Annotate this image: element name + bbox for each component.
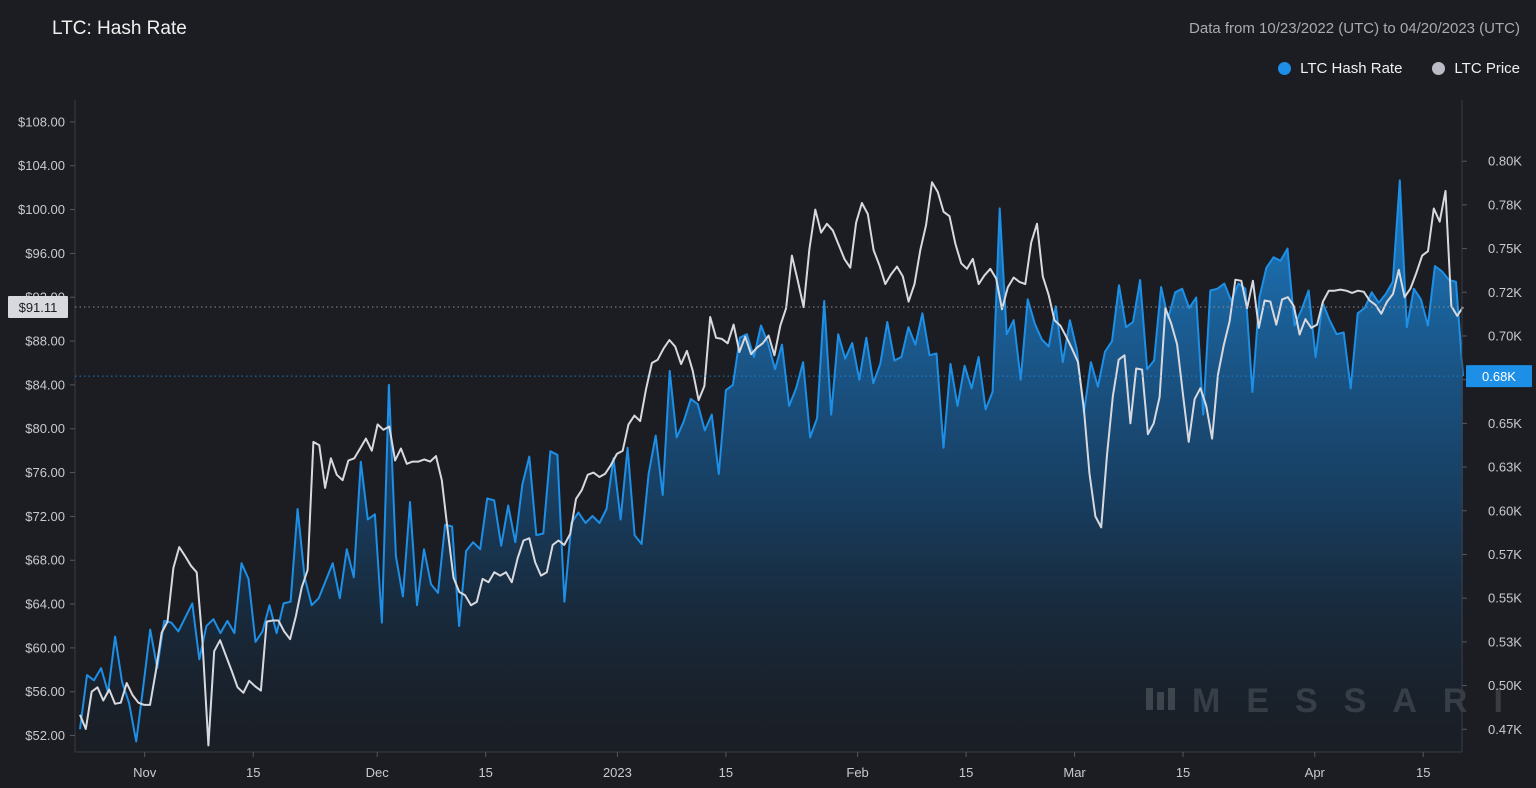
x-tick-label: 15 xyxy=(1416,765,1430,780)
legend-label-price: LTC Price xyxy=(1454,60,1520,77)
watermark-text: MESSARI xyxy=(1192,682,1529,720)
y-left-tick-label: $84.00 xyxy=(25,377,65,392)
price-current-value-badge xyxy=(8,295,68,318)
legend-dot-price-icon xyxy=(1432,62,1446,75)
x-tick-label: Nov xyxy=(133,765,157,780)
x-tick-label: 15 xyxy=(959,765,973,780)
hash-rate-current-value-label: 0.68K xyxy=(1482,369,1516,384)
y-left-tick-label: $64.00 xyxy=(25,597,65,612)
y-left-tick-label: $56.00 xyxy=(25,684,65,699)
y-right-tick-label: 0.65K xyxy=(1488,416,1522,431)
x-tick-label: 15 xyxy=(246,765,260,780)
chart-title: LTC: Hash Rate xyxy=(52,18,187,39)
price-current-value-label: $91.11 xyxy=(19,300,58,315)
y-left-tick-label: $104.00 xyxy=(18,158,65,173)
y-right-tick-label: 0.60K xyxy=(1488,503,1522,518)
y-right-tick-label: 0.63K xyxy=(1488,460,1522,475)
x-tick-label: Apr xyxy=(1305,765,1326,780)
messari-logo-icon xyxy=(1146,688,1175,710)
y-right-tick-label: 0.75K xyxy=(1488,241,1522,256)
x-tick-label: Mar xyxy=(1063,765,1086,780)
x-tick-label: 15 xyxy=(719,765,733,780)
series-lines xyxy=(79,179,1464,747)
y-left-tick-label: $96.00 xyxy=(25,246,65,261)
hash-rate-area xyxy=(80,180,1463,752)
y-right-tick-label: 0.55K xyxy=(1488,591,1522,606)
x-tick-label: Dec xyxy=(366,765,390,780)
x-tick-label: 15 xyxy=(478,765,492,780)
hash-rate-current-value-badge xyxy=(1466,365,1532,388)
y-left-tick-label: $68.00 xyxy=(25,553,65,568)
y-left-tick-label: $100.00 xyxy=(18,202,65,217)
legend-label-hash-rate: LTC Hash Rate xyxy=(1300,60,1403,77)
x-tick-label: Feb xyxy=(846,765,868,780)
legend-item-hash-rate[interactable]: LTC Hash Rate xyxy=(1278,60,1402,77)
y-right-tick-label: 0.47K xyxy=(1488,722,1522,737)
chart-legend: LTC Hash Rate LTC Price xyxy=(1278,60,1520,77)
y-right-tick-label: 0.70K xyxy=(1488,328,1522,343)
ltc-price-line[interactable] xyxy=(79,181,1464,747)
messari-watermark: MESSARI xyxy=(1146,682,1529,720)
y-right-tick-label: 0.57K xyxy=(1488,547,1522,562)
y-right-tick-label: 0.80K xyxy=(1488,154,1522,169)
y-left-tick-label: $76.00 xyxy=(25,465,65,480)
axes: $52.00 $56.00 $60.00 $64.00 $68.00 $72.00 $76.… xyxy=(18,100,1522,780)
current-value-markers: $91.11 0.68K xyxy=(8,295,1532,388)
y-left-tick-label: $80.00 xyxy=(25,421,65,436)
y-left-tick-label: $88.00 xyxy=(25,334,65,349)
ltc-hash-rate-area-fill xyxy=(80,180,1463,752)
y-left-tick-label: $60.00 xyxy=(25,640,65,655)
legend-dot-hash-rate-icon xyxy=(1278,62,1292,75)
date-range-label: Data from 10/23/2022 (UTC) to 04/20/2023… xyxy=(1189,20,1520,37)
y-left-tick-label: $72.00 xyxy=(25,509,65,524)
y-right-tick-label: 0.78K xyxy=(1488,197,1522,212)
y-right-tick-label: 0.72K xyxy=(1488,285,1522,300)
y-right-tick-label: 0.50K xyxy=(1488,678,1522,693)
legend-item-price[interactable]: LTC Price xyxy=(1432,60,1520,77)
x-tick-label: 2023 xyxy=(603,765,632,780)
y-right-tick-label: 0.53K xyxy=(1488,634,1522,649)
y-left-tick-label: $108.00 xyxy=(18,114,65,129)
y-left-tick-label: $52.00 xyxy=(25,728,65,743)
x-tick-label: 15 xyxy=(1176,765,1190,780)
